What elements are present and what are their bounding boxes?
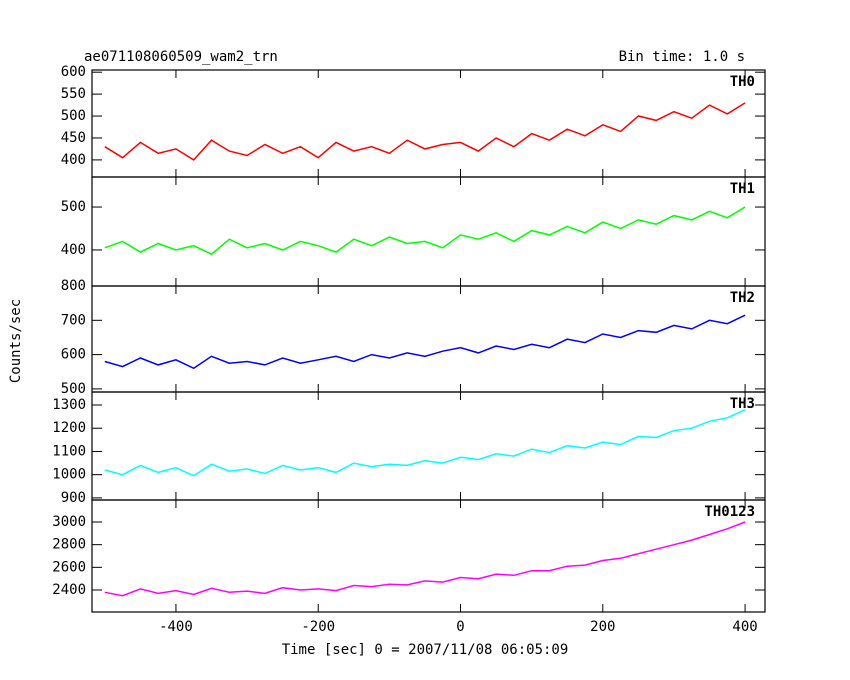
y-tick-label: 500 — [61, 381, 86, 397]
x-tick-label: -200 — [301, 619, 335, 635]
y-tick-label: 2600 — [52, 559, 86, 575]
x-tick-label: 400 — [732, 619, 757, 635]
y-tick-label: 450 — [61, 130, 86, 146]
y-tick-label: 500 — [61, 108, 86, 124]
y-tick-label: 500 — [61, 199, 86, 215]
y-tick-label: 600 — [61, 347, 86, 363]
x-tick-label: 200 — [590, 619, 615, 635]
y-tick-label: 800 — [61, 278, 86, 294]
series-line — [104, 102, 746, 161]
legend-label: TH2 — [730, 290, 755, 306]
series-line — [104, 314, 746, 370]
y-tick-label: 1100 — [52, 443, 86, 459]
series-line — [104, 206, 746, 256]
series-line — [104, 409, 746, 477]
y-tick-label: 550 — [61, 86, 86, 102]
legend-label: TH1 — [730, 181, 755, 197]
y-tick-label: 2400 — [52, 582, 86, 598]
x-axis-label: Time [sec] 0 = 2007/11/08 06:05:09 — [282, 642, 569, 658]
bin-time: Bin time: 1.0 s — [619, 49, 745, 65]
y-tick-label: 3000 — [52, 514, 86, 530]
y-tick-label: 600 — [61, 64, 86, 80]
legend-label: TH3 — [730, 396, 755, 412]
series-line — [104, 521, 746, 597]
panel-frame — [91, 69, 766, 178]
panel-frame — [91, 285, 766, 393]
legend-label: TH0123 — [704, 504, 755, 520]
panel-frame — [91, 499, 766, 613]
x-tick-label: 0 — [456, 619, 464, 635]
y-tick-label: 700 — [61, 312, 86, 328]
y-tick-label: 2800 — [52, 537, 86, 553]
y-tick-label: 1000 — [52, 467, 86, 483]
chart-title: ae071108060509_wam2_trn — [84, 49, 278, 65]
y-tick-label: 400 — [61, 242, 86, 258]
y-tick-label: 400 — [61, 152, 86, 168]
legend-label: TH0 — [730, 74, 755, 90]
panel-frame — [91, 176, 766, 287]
y-tick-label: 1200 — [52, 420, 86, 436]
y-axis-label: Counts/sec — [8, 299, 24, 383]
x-tick-label: -400 — [159, 619, 193, 635]
y-tick-label: 900 — [61, 490, 86, 506]
panel-frame — [91, 391, 766, 501]
y-tick-label: 1300 — [52, 397, 86, 413]
